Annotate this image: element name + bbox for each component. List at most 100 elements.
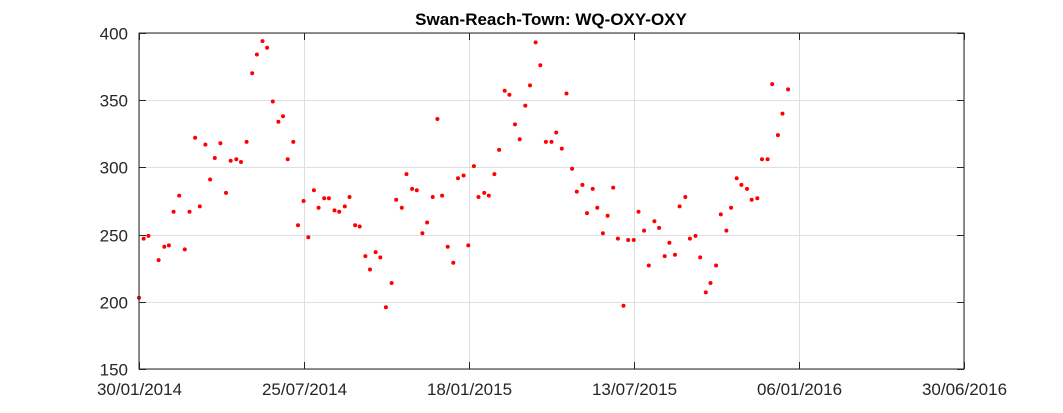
data-point: [368, 267, 372, 272]
data-point: [265, 45, 270, 50]
data-point: [208, 177, 213, 182]
data-point: [687, 236, 692, 241]
data-point: [533, 40, 538, 45]
data-point: [254, 52, 259, 57]
x-tick-label: 30/06/2016: [922, 380, 1007, 399]
data-point: [786, 87, 791, 92]
data-point: [517, 137, 522, 142]
data-point: [378, 255, 383, 260]
data-point: [389, 281, 394, 285]
data-point: [445, 244, 450, 249]
data-point: [326, 196, 331, 201]
data-point: [332, 208, 337, 213]
data-point: [698, 255, 703, 260]
data-point: [306, 235, 311, 240]
data-point: [430, 195, 435, 199]
data-point: [486, 193, 491, 198]
data-point: [507, 92, 512, 97]
data-point: [760, 157, 764, 162]
data-point: [580, 182, 585, 187]
data-points: [137, 39, 791, 310]
data-point: [141, 236, 146, 241]
data-point: [724, 228, 729, 233]
data-point: [482, 190, 487, 195]
data-point: [301, 199, 306, 203]
data-point: [171, 209, 176, 214]
data-point: [420, 231, 425, 236]
data-point: [166, 243, 171, 248]
data-point: [662, 254, 667, 259]
data-point: [394, 197, 399, 202]
data-point: [611, 185, 616, 190]
data-point: [600, 231, 605, 236]
x-tick-label: 06/01/2016: [757, 380, 842, 399]
data-point: [693, 233, 698, 238]
data-point: [564, 91, 569, 96]
data-point: [212, 156, 217, 160]
data-point: [435, 117, 440, 121]
data-point: [595, 205, 600, 210]
y-tick-label: 200: [100, 294, 128, 313]
data-point: [281, 114, 285, 119]
data-point: [197, 204, 202, 209]
axis-ticks: 150 200 250 300 350 400 30/01/2014 25/07/2014 18…: [97, 25, 1007, 400]
data-point: [528, 83, 532, 88]
data-point: [218, 141, 223, 146]
x-tick-label: 30/01/2014: [97, 380, 182, 399]
data-point: [322, 196, 327, 201]
data-point: [626, 238, 631, 242]
data-point: [729, 205, 734, 210]
data-point: [631, 238, 636, 242]
data-point: [337, 209, 342, 214]
data-point: [425, 220, 430, 225]
data-point: [615, 236, 620, 241]
data-point: [549, 139, 554, 144]
data-point: [291, 139, 296, 144]
plot-frame: [138, 32, 965, 370]
data-point: [239, 160, 243, 164]
data-point: [296, 223, 300, 228]
data-point: [234, 157, 239, 162]
data-point: [734, 176, 739, 181]
data-point: [285, 157, 290, 162]
data-point: [513, 122, 517, 127]
data-point: [383, 305, 388, 310]
data-point: [657, 225, 662, 230]
data-point: [642, 228, 647, 233]
plot-background: [139, 33, 964, 369]
data-point: [162, 244, 167, 249]
data-point: [440, 193, 445, 198]
data-point: [311, 188, 316, 193]
data-point: [471, 164, 476, 169]
x-tick-label: 25/07/2014: [262, 380, 347, 399]
x-tick-label: 13/07/2015: [592, 380, 677, 399]
data-point: [461, 173, 466, 178]
data-point: [414, 188, 419, 193]
data-point: [316, 205, 321, 210]
data-point: [780, 111, 785, 116]
data-point: [342, 204, 347, 209]
data-point: [636, 209, 641, 214]
y-tick-label: 400: [100, 25, 128, 44]
data-point: [497, 147, 502, 152]
data-point: [677, 204, 682, 209]
data-point: [357, 224, 362, 229]
data-point: [187, 209, 192, 214]
data-point: [703, 290, 708, 295]
data-point: [538, 63, 543, 68]
y-tick-label: 300: [100, 159, 128, 178]
data-point: [270, 99, 275, 104]
chart-title: Swan-Reach-Town: WQ-OXY-OXY: [415, 10, 687, 29]
x-tick-label: 18/01/2015: [427, 380, 512, 399]
data-point: [146, 233, 151, 238]
data-point: [708, 281, 713, 285]
data-point: [585, 211, 589, 216]
data-point: [260, 39, 265, 44]
data-point: [244, 139, 249, 144]
data-point: [673, 252, 677, 257]
data-point: [466, 243, 471, 248]
data-point: [775, 133, 780, 138]
y-tick-label: 150: [100, 361, 128, 380]
data-point: [276, 119, 281, 124]
data-point: [739, 182, 744, 187]
